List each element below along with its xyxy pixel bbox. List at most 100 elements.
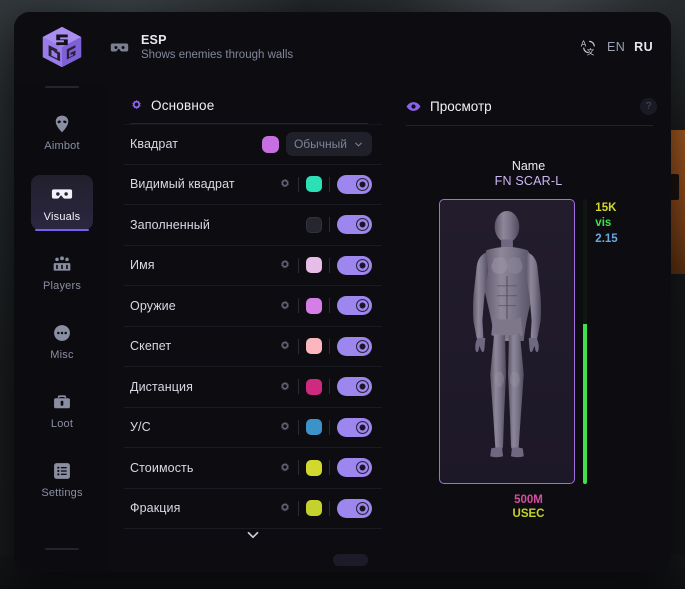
table-row[interactable]: Квадрат Обычный	[124, 124, 382, 165]
row-label: Заполненный	[130, 217, 210, 232]
esp-stats: 15K vis 2.15	[595, 199, 617, 484]
esp-model-row: 15K vis 2.15	[439, 198, 618, 484]
toggle-knob	[356, 461, 369, 475]
toggle-switch[interactable]	[337, 255, 372, 275]
toggle-knob	[356, 218, 369, 232]
module-subtitle: Shows enemies through walls	[141, 49, 294, 61]
toggle-switch[interactable]	[337, 417, 372, 437]
language-en-button[interactable]: EN	[606, 40, 626, 54]
control-separator	[298, 176, 299, 192]
color-swatch[interactable]	[306, 257, 322, 274]
color-swatch[interactable]	[306, 297, 322, 314]
preview-header: Просмотр ?	[400, 82, 657, 125]
sidebar-item-label: Misc	[50, 349, 74, 361]
toggle-knob	[356, 258, 369, 272]
color-swatch[interactable]	[306, 500, 322, 517]
help-button[interactable]: ?	[640, 98, 657, 115]
sg-cube-logo	[42, 26, 82, 68]
gear-icon	[130, 99, 143, 112]
svg-text:文: 文	[587, 47, 595, 57]
gear-icon[interactable]	[279, 178, 291, 190]
health-bar-fill	[583, 324, 588, 484]
settings-section-title: Основное	[151, 98, 215, 113]
sidebar-item-label: Settings	[41, 487, 83, 499]
control-separator	[298, 460, 299, 476]
table-row[interactable]: Фракция	[124, 489, 382, 529]
table-row[interactable]: Заполненный	[124, 205, 382, 246]
chevron-down-icon	[353, 139, 364, 150]
desktop-orange-accent	[668, 130, 685, 260]
control-separator	[329, 379, 330, 395]
control-separator	[298, 500, 299, 516]
sidebar-item-visuals[interactable]: Visuals	[31, 175, 93, 231]
table-row[interactable]: Видимый квадрат	[124, 165, 382, 205]
sidebar-item-aimbot[interactable]: Aimbot	[31, 106, 93, 159]
control-separator	[329, 419, 330, 435]
toggle-switch[interactable]	[337, 296, 372, 316]
color-swatch[interactable]	[261, 135, 279, 153]
toggle-knob	[356, 501, 369, 515]
toggle-switch[interactable]	[337, 336, 372, 356]
sidebar-item-loot[interactable]: Loot	[31, 384, 93, 437]
language-switcher[interactable]: A 文 EN RU	[580, 38, 653, 56]
color-swatch[interactable]	[306, 338, 322, 355]
row-controls	[279, 417, 372, 437]
control-separator	[298, 419, 299, 435]
gear-icon[interactable]	[279, 502, 291, 514]
table-row[interactable]: Имя	[124, 246, 382, 286]
color-swatch[interactable]	[306, 419, 322, 436]
gear-icon[interactable]	[279, 381, 291, 393]
gear-icon[interactable]	[279, 259, 291, 271]
row-label: Дистанция	[130, 379, 193, 394]
scroll-down-indicator[interactable]	[124, 526, 382, 544]
dots-circle-icon	[52, 323, 72, 343]
gear-icon[interactable]	[279, 300, 291, 312]
toggle-switch[interactable]	[337, 458, 372, 478]
toggle-switch[interactable]	[337, 498, 372, 518]
settings-rows: Квадрат Обычный Видимый квадрат	[124, 124, 382, 572]
toggle-switch[interactable]	[337, 377, 372, 397]
sidebar-item-players[interactable]: Players	[31, 246, 93, 299]
color-swatch[interactable]	[306, 459, 322, 476]
toggle-knob	[356, 380, 369, 394]
sidebar-divider-bottom	[45, 548, 79, 550]
table-row[interactable]: Стоимость	[124, 448, 382, 489]
sidebar-item-label: Players	[42, 280, 82, 292]
esp-name-block: Name FN SCAR-L	[495, 159, 563, 190]
control-separator	[298, 298, 299, 314]
gear-icon[interactable]	[279, 340, 291, 352]
sidebar: Aimbot Visuals	[14, 82, 110, 572]
table-row[interactable]: Оружие	[124, 286, 382, 327]
toggle-switch[interactable]	[337, 215, 372, 235]
sidebar-item-label: Visuals	[43, 211, 81, 223]
toggle-switch[interactable]	[337, 174, 372, 194]
sidebar-item-settings[interactable]: Settings	[31, 453, 93, 506]
preview-divider	[406, 125, 653, 126]
settings-divider	[130, 123, 368, 124]
briefcase-icon	[52, 392, 72, 412]
table-row[interactable]: Дистанция	[124, 367, 382, 408]
color-swatch[interactable]	[306, 216, 322, 233]
app-window: ESP Shows enemies through walls A 文 EN R…	[14, 12, 671, 572]
list-settings-icon	[52, 461, 72, 481]
gear-icon[interactable]	[279, 462, 291, 474]
table-row[interactable]: Скепет	[124, 327, 382, 367]
row-controls	[279, 458, 372, 478]
box-style-dropdown[interactable]: Обычный	[285, 132, 372, 157]
esp-bounding-box	[439, 198, 576, 484]
preview-stage: Name FN SCAR-L	[400, 126, 657, 572]
control-separator	[298, 379, 299, 395]
row-controls	[306, 215, 372, 235]
control-separator	[329, 460, 330, 476]
settings-panel: Основное Квадрат Обычный	[110, 82, 388, 572]
row-label: Фракция	[130, 501, 181, 516]
gear-icon[interactable]	[279, 421, 291, 433]
row-controls	[279, 296, 372, 316]
esp-faction-label: USEC	[512, 508, 545, 521]
table-row[interactable]: У/С	[124, 408, 382, 448]
color-swatch[interactable]	[306, 378, 322, 395]
language-ru-button[interactable]: RU	[634, 40, 653, 54]
color-swatch[interactable]	[306, 176, 322, 193]
sidebar-item-misc[interactable]: Misc	[31, 315, 93, 368]
sidebar-item-label: Aimbot	[44, 140, 80, 152]
